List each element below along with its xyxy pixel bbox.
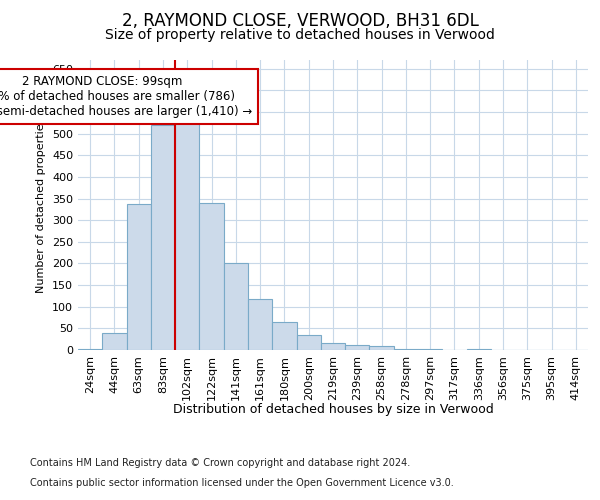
- Bar: [151, 125, 175, 350]
- Bar: [78, 349, 102, 350]
- Text: Size of property relative to detached houses in Verwood: Size of property relative to detached ho…: [105, 28, 495, 42]
- Bar: [370, 346, 394, 350]
- Text: 2, RAYMOND CLOSE, VERWOOD, BH31 6DL: 2, RAYMOND CLOSE, VERWOOD, BH31 6DL: [122, 12, 478, 30]
- Bar: [224, 262, 248, 350]
- Bar: [175, 118, 199, 350]
- Text: Distribution of detached houses by size in Verwood: Distribution of detached houses by size …: [173, 402, 493, 415]
- Bar: [321, 342, 345, 350]
- Bar: [127, 204, 151, 350]
- Text: Contains public sector information licensed under the Open Government Licence v3: Contains public sector information licen…: [30, 478, 454, 488]
- Bar: [199, 203, 224, 350]
- Bar: [394, 349, 418, 350]
- Bar: [272, 322, 296, 350]
- Y-axis label: Number of detached properties: Number of detached properties: [37, 118, 46, 292]
- Bar: [345, 345, 370, 350]
- Text: Contains HM Land Registry data © Crown copyright and database right 2024.: Contains HM Land Registry data © Crown c…: [30, 458, 410, 468]
- Bar: [296, 335, 321, 350]
- Bar: [248, 299, 272, 350]
- Bar: [102, 332, 127, 350]
- Bar: [418, 349, 442, 350]
- Bar: [467, 349, 491, 350]
- Text: 2 RAYMOND CLOSE: 99sqm
← 35% of detached houses are smaller (786)
63% of semi-de: 2 RAYMOND CLOSE: 99sqm ← 35% of detached…: [0, 75, 253, 118]
